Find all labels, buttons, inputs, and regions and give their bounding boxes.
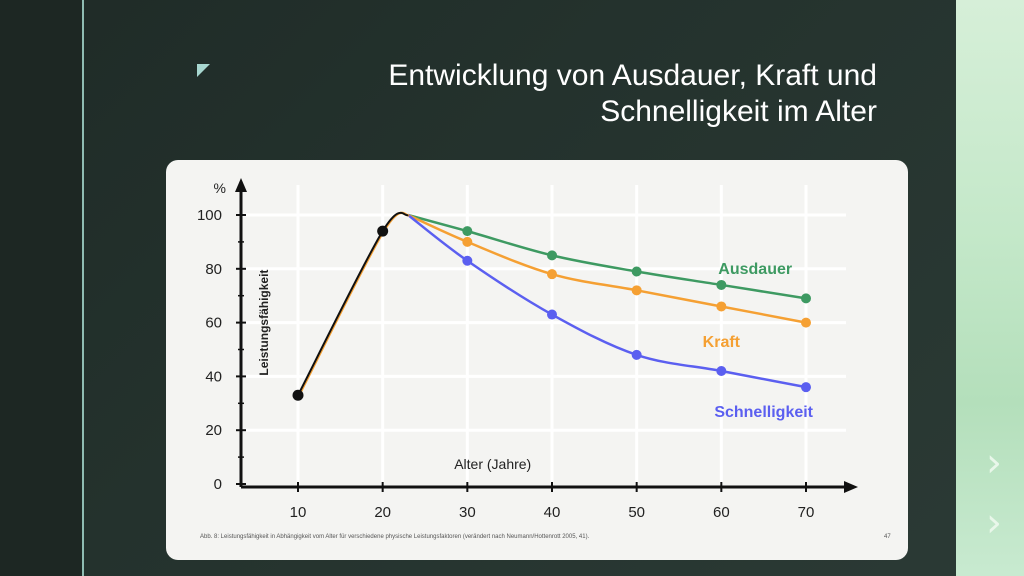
data-point-kraft [462,236,473,247]
y-axis-arrow-icon [235,178,247,192]
data-point-kraft [716,301,727,312]
data-point-ausdauer [547,250,557,261]
data-point-common [377,225,389,237]
y-tick-label: 0 [214,476,222,493]
left-decor-line [82,0,84,576]
data-point-kraft [801,317,811,328]
x-tick-label: 30 [459,504,476,521]
page-number: 47 [884,534,891,540]
chevron-decor-icon: › [986,500,1002,546]
data-point-kraft [631,285,642,296]
y-unit-label: % [214,180,226,196]
y-tick-label: 60 [205,315,222,332]
data-point-schnelligkeit [716,366,727,377]
data-point-kraft [547,269,557,280]
series-label-ausdauer: Ausdauer [718,261,792,278]
slide-title-line1: Entwicklung von Ausdauer, Kraft und [388,59,877,92]
x-tick-label: 50 [628,504,645,521]
series-label-kraft: Kraft [703,334,741,351]
data-point-common [292,389,304,401]
data-point-ausdauer [716,279,727,290]
x-tick-label: 60 [713,504,730,521]
right-decor-panel: › › [956,0,1024,576]
y-tick-label: 40 [205,368,222,385]
common-line [297,211,409,396]
x-axis-arrow-icon [844,481,858,493]
y-tick-label: 20 [205,422,222,439]
x-tick-label: 70 [798,504,815,521]
x-tick-label: 20 [374,504,391,521]
data-point-schnelligkeit [801,382,811,393]
chevron-decor-icon: › [986,440,1002,486]
bullet-triangle-icon [197,64,210,77]
left-decor-panel [0,0,82,576]
line-chart: 0 20 40 60 80 100 10 20 30 40 50 60 70% Leistungsfähi… [197,178,858,521]
data-point-schnelligkeit [462,255,473,266]
slide-title: Entwicklung von Ausdauer, Kraft und Schn… [300,58,877,130]
chart-card: 0 20 40 60 80 100 10 20 30 40 50 60 70% Leistungsfähi… [166,160,908,560]
data-point-schnelligkeit [631,349,642,360]
data-point-ausdauer [462,226,473,237]
data-point-schnelligkeit [547,309,557,320]
common-line-highlight [297,211,410,396]
y-tick-label: 100 [197,207,222,224]
data-point-ausdauer [631,266,642,277]
x-axis-title: Alter (Jahre) [454,456,531,472]
slide-title-line2: Schnelligkeit im Alter [600,95,877,128]
series-label-schnelligkeit: Schnelligkeit [714,404,813,421]
y-tick-label: 80 [205,261,222,278]
data-point-ausdauer [801,293,811,304]
x-tick-label: 40 [544,504,561,521]
chart-caption: Abb. 8: Leistungsfähigkeit in Abhängigke… [200,534,590,540]
y-axis-title: Leistungsfähigkeit [257,270,271,376]
x-tick-label: 10 [290,504,307,521]
